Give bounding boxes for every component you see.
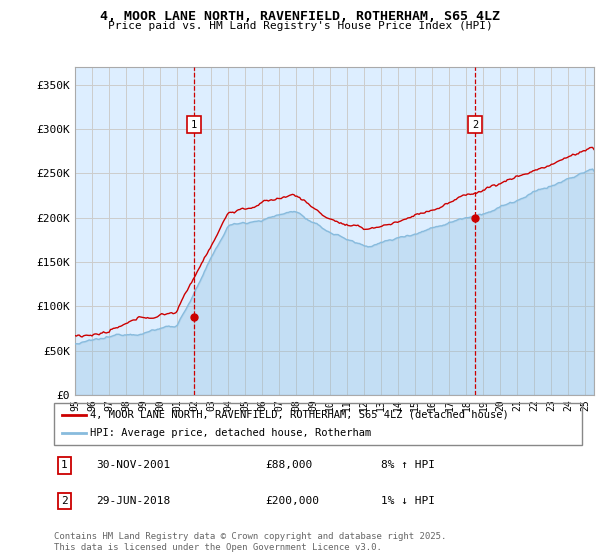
Text: HPI: Average price, detached house, Rotherham: HPI: Average price, detached house, Roth… xyxy=(90,428,371,438)
Text: Contains HM Land Registry data © Crown copyright and database right 2025.
This d: Contains HM Land Registry data © Crown c… xyxy=(54,532,446,552)
Text: 2: 2 xyxy=(472,120,478,130)
Text: 1: 1 xyxy=(191,120,197,130)
Text: 30-NOV-2001: 30-NOV-2001 xyxy=(96,460,170,470)
Text: 4, MOOR LANE NORTH, RAVENFIELD, ROTHERHAM, S65 4LZ: 4, MOOR LANE NORTH, RAVENFIELD, ROTHERHA… xyxy=(100,10,500,23)
Text: 2: 2 xyxy=(61,496,68,506)
Text: £88,000: £88,000 xyxy=(265,460,313,470)
Text: £200,000: £200,000 xyxy=(265,496,319,506)
Text: 8% ↑ HPI: 8% ↑ HPI xyxy=(382,460,436,470)
Text: 1% ↓ HPI: 1% ↓ HPI xyxy=(382,496,436,506)
Text: 4, MOOR LANE NORTH, RAVENFIELD, ROTHERHAM, S65 4LZ (detached house): 4, MOOR LANE NORTH, RAVENFIELD, ROTHERHA… xyxy=(90,410,509,420)
Text: Price paid vs. HM Land Registry's House Price Index (HPI): Price paid vs. HM Land Registry's House … xyxy=(107,21,493,31)
Text: 29-JUN-2018: 29-JUN-2018 xyxy=(96,496,170,506)
Text: 1: 1 xyxy=(61,460,68,470)
